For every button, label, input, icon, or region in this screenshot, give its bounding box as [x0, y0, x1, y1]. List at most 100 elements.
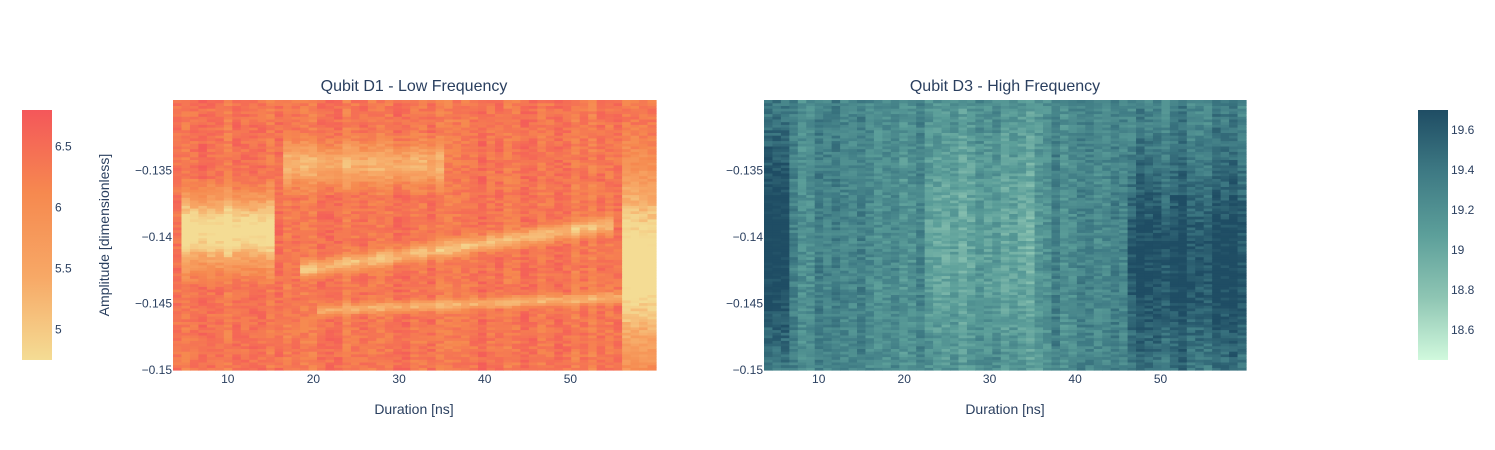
heatmap-cell [223, 326, 233, 331]
heatmap-cell [588, 272, 598, 277]
heatmap-cell [206, 307, 216, 312]
heatmap-cell [342, 127, 352, 131]
heatmap-cell [495, 118, 505, 123]
heatmap-cell [291, 283, 301, 287]
heatmap-cell [359, 299, 369, 304]
heatmap-cell [189, 337, 200, 341]
heatmap-cell [571, 135, 581, 139]
heatmap-cell [334, 178, 344, 182]
heatmap-cell [528, 351, 538, 355]
heatmap-cell [545, 100, 555, 104]
heatmap-cell [495, 129, 505, 133]
heatmap-cell [342, 110, 352, 115]
heatmap-cell [435, 224, 445, 228]
heatmap-cell [206, 240, 216, 244]
heatmap-cell [215, 218, 225, 223]
heatmap-cell [283, 307, 293, 312]
heatmap-cell [257, 224, 267, 228]
heatmap-cell [427, 202, 437, 206]
heatmap-cell [384, 253, 394, 258]
heatmap-cell [215, 299, 225, 304]
heatmap-cell [367, 167, 377, 171]
heatmap-cell [376, 105, 386, 109]
heatmap-cell [376, 221, 386, 225]
heatmap-cell [393, 318, 403, 322]
heatmap-cell [232, 283, 242, 287]
heatmap-cell [562, 278, 572, 282]
heatmap-cell [266, 194, 276, 198]
heatmap-cell [478, 162, 488, 166]
heatmap-cell [562, 294, 572, 298]
heatmap-cell [173, 132, 183, 136]
heatmap-cell [537, 189, 547, 193]
heatmap-cell [350, 243, 361, 247]
heatmap-cell [198, 316, 208, 320]
heatmap-cell [579, 143, 589, 147]
heatmap-cell [418, 294, 428, 298]
heatmap-cell [478, 118, 488, 123]
heatmap-cell [545, 167, 555, 171]
heatmap-cell [274, 329, 284, 333]
heatmap-cell [215, 240, 225, 244]
heatmap-cell [537, 110, 547, 115]
heatmap-cell [173, 172, 183, 177]
heatmap-cell [384, 226, 394, 231]
heatmap-cell [266, 334, 276, 339]
heatmap-cell [418, 251, 428, 255]
heatmap-cell [308, 356, 318, 360]
heatmap-cell [545, 216, 555, 220]
heatmap-cell [317, 216, 327, 220]
heatmap-cell [461, 329, 471, 333]
heatmap-cell [427, 154, 437, 158]
heatmap-cell [342, 313, 352, 317]
heatmap-cell [325, 216, 335, 220]
heatmap-cell [376, 313, 386, 317]
heatmap-cell [232, 205, 242, 209]
heatmap-cell [257, 167, 267, 171]
heatmap-cell [478, 351, 488, 355]
heatmap-cell [367, 205, 377, 209]
heatmap-cell [266, 348, 276, 352]
heatmap-cell [249, 143, 259, 147]
heatmap-cell [223, 129, 233, 133]
heatmap-cell [528, 118, 538, 123]
heatmap-cell [562, 237, 572, 241]
heatmap-cell [452, 221, 462, 225]
heatmap-cell [393, 202, 403, 206]
heatmap-cell [478, 337, 488, 341]
heatmap-cell [469, 194, 479, 198]
heatmap-cell [469, 343, 479, 347]
heatmap-cell [486, 154, 496, 158]
heatmap-cell [291, 221, 301, 225]
heatmap-cell [198, 164, 208, 169]
heatmap-cell [520, 210, 530, 214]
heatmap-cell [571, 243, 581, 247]
heatmap-cell [308, 351, 318, 355]
heatmap-cell [393, 313, 403, 317]
heatmap-cell [384, 154, 394, 158]
heatmap-cell [206, 102, 216, 106]
heatmap-cell [579, 253, 589, 258]
heatmap-cell [342, 351, 352, 355]
heatmap-cell [173, 240, 183, 244]
heatmap-cell [291, 297, 301, 301]
heatmap-cell [317, 205, 327, 209]
heatmap-cell [283, 326, 293, 331]
heatmap-cell [334, 329, 344, 333]
heatmap-cell [537, 145, 547, 150]
heatmap-cell [486, 189, 496, 193]
heatmap-cell [452, 199, 462, 204]
heatmap-cell [283, 353, 293, 358]
heatmap-cell [325, 283, 335, 287]
heatmap-cell [427, 143, 437, 147]
heatmap-cell [528, 329, 538, 333]
heatmap-cell [325, 291, 335, 295]
heatmap-cell [444, 243, 454, 247]
heatmap-cell [461, 332, 471, 336]
heatmap-cell [206, 351, 216, 355]
heatmap-cell [249, 191, 259, 196]
heatmap-cell [189, 297, 200, 301]
heatmap-cell [588, 164, 598, 169]
heatmap-cell [384, 110, 394, 115]
heatmap-cell [283, 178, 293, 182]
